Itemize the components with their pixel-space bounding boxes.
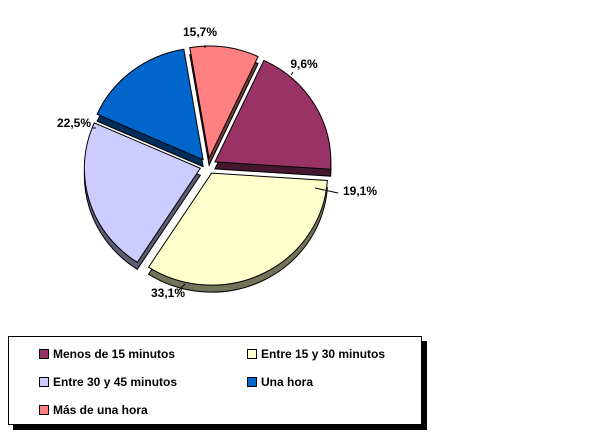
leader-line xyxy=(290,71,294,76)
leader-line xyxy=(314,187,339,194)
pie-slice xyxy=(96,48,204,161)
legend-swatch xyxy=(247,377,257,387)
pie-slices xyxy=(83,45,332,286)
pie-slice xyxy=(83,122,202,263)
data-label: 9,6% xyxy=(290,57,318,71)
pie-slice xyxy=(189,45,259,160)
legend-item: Entre 15 y 30 minutos xyxy=(247,346,385,362)
legend: Menos de 15 minutos Entre 15 y 30 minutos… xyxy=(8,336,422,425)
leader-lines xyxy=(92,45,339,292)
legend-label: Más de una hora xyxy=(53,403,148,417)
legend-swatch xyxy=(247,349,257,359)
legend-label: Entre 15 y 30 minutos xyxy=(261,347,386,361)
legend-label: Menos de 15 minutos xyxy=(53,347,176,361)
data-labels: 19,1% 33,1% 22,5% 15,7% 9,6% xyxy=(57,25,377,300)
pie-slice xyxy=(214,59,332,170)
leader-line xyxy=(177,283,186,292)
legend-item: Entre 30 y 45 minutos xyxy=(39,374,177,390)
legend-item: Una hora xyxy=(247,374,313,390)
data-label: 15,7% xyxy=(183,25,217,39)
legend-swatch xyxy=(39,349,49,359)
legend-label: Una hora xyxy=(261,375,314,389)
data-label: 33,1% xyxy=(151,286,185,300)
data-label: 22,5% xyxy=(57,116,91,130)
legend-label: Entre 30 y 45 minutos xyxy=(53,375,178,389)
data-label: 19,1% xyxy=(343,184,377,198)
pie-slice xyxy=(147,172,328,286)
legend-item: Más de una hora xyxy=(39,402,148,418)
legend-swatch xyxy=(39,377,49,387)
legend-item: Menos de 15 minutos xyxy=(39,346,175,362)
legend-swatch xyxy=(39,405,49,415)
